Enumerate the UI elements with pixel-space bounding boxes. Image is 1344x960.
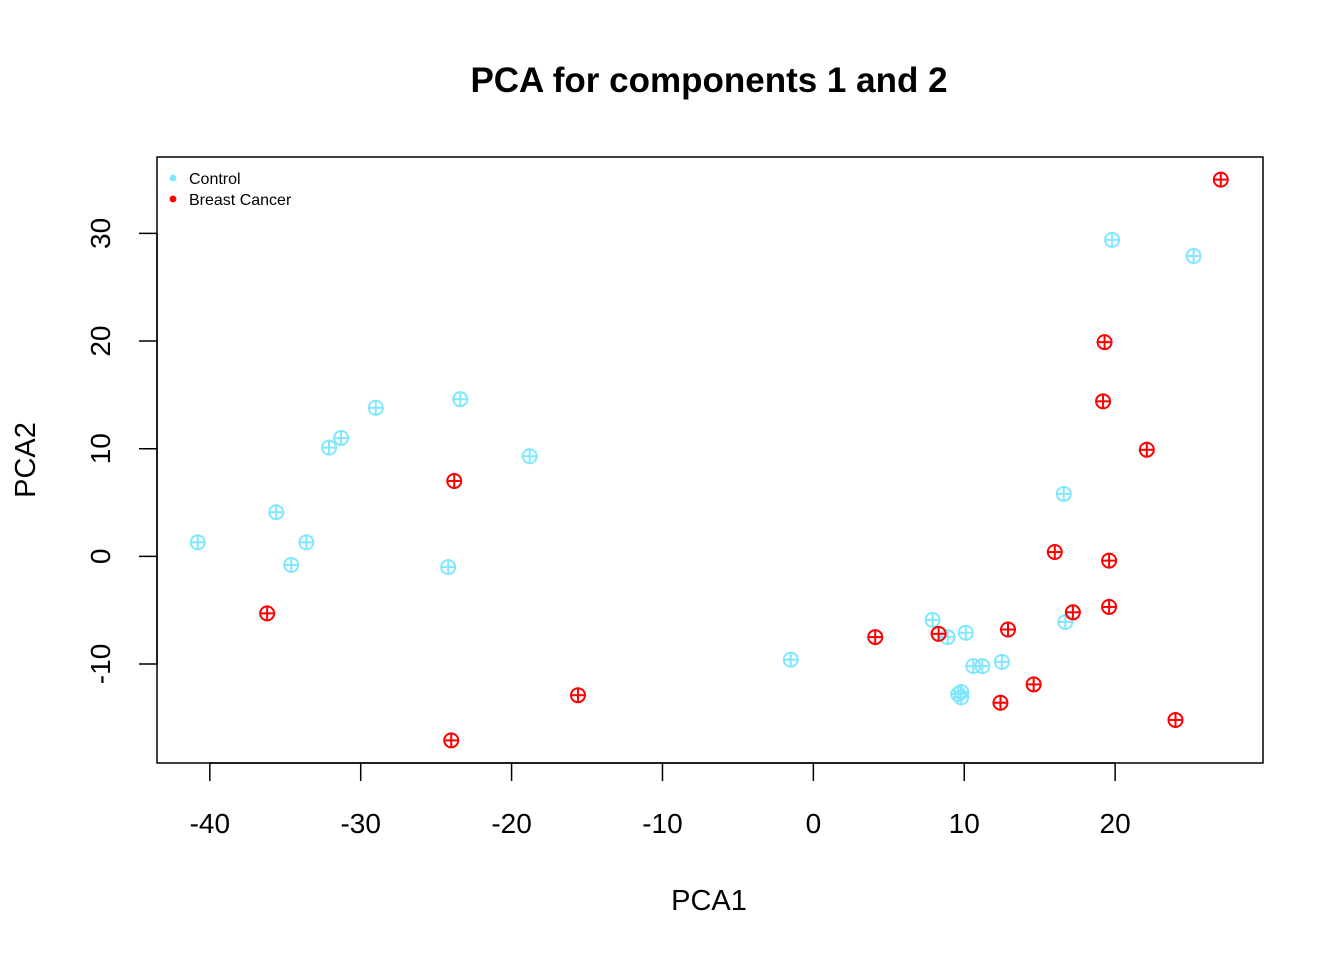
x-tick-label: -30 [340, 808, 380, 839]
legend-label-breast-cancer: Breast Cancer [189, 192, 292, 209]
point-breast-cancer [569, 687, 586, 704]
point-control [321, 439, 338, 456]
point-breast-cancer [1000, 621, 1017, 638]
point-breast-cancer [1138, 441, 1155, 458]
point-breast-cancer [259, 605, 276, 622]
y-tick-label: 10 [85, 433, 116, 464]
x-tick-label: 0 [806, 808, 822, 839]
point-breast-cancer [992, 694, 1009, 711]
point-breast-cancer [446, 472, 463, 489]
y-tick-label: 30 [85, 218, 116, 249]
x-axis-label: PCA1 [671, 885, 747, 917]
x-tick-label: -20 [491, 808, 531, 839]
point-breast-cancer [1212, 171, 1229, 188]
point-control [298, 534, 315, 551]
point-control [440, 559, 457, 576]
point-control [782, 651, 799, 668]
y-tick-label: -10 [85, 644, 116, 684]
x-tick-label: -40 [190, 808, 230, 839]
point-breast-cancer [1095, 393, 1112, 410]
data-points [189, 171, 1229, 749]
plot-frame [156, 156, 1264, 764]
point-breast-cancer [1046, 544, 1063, 561]
point-breast-cancer [1101, 552, 1118, 569]
point-control [268, 504, 285, 521]
point-breast-cancer [1101, 598, 1118, 615]
point-control [1055, 485, 1072, 502]
y-axis-label: PCA2 [10, 422, 42, 498]
point-control [333, 429, 350, 446]
point-breast-cancer [1096, 334, 1113, 351]
point-breast-cancer [443, 732, 460, 749]
chart-title: PCA for components 1 and 2 [470, 61, 947, 100]
point-control [1057, 613, 1074, 630]
point-control [974, 658, 991, 675]
legend-label-control: Control [189, 171, 241, 188]
x-axis: -40 -30 -20 -10 0 10 20 [190, 762, 1131, 839]
legend-marker-breast-cancer [169, 195, 177, 203]
y-tick-label: 0 [85, 549, 116, 565]
point-breast-cancer [867, 629, 884, 646]
point-control [367, 399, 384, 416]
point-control [939, 629, 956, 646]
point-control [993, 653, 1010, 670]
point-control [1104, 231, 1121, 248]
point-control [452, 391, 469, 408]
point-breast-cancer [1167, 711, 1184, 728]
point-control [283, 556, 300, 573]
point-control [1185, 248, 1202, 265]
point-control [957, 624, 974, 641]
point-control [953, 689, 970, 706]
y-axis: -10 0 10 20 30 [85, 218, 158, 684]
x-tick-label: -10 [642, 808, 682, 839]
x-tick-label: 20 [1100, 808, 1131, 839]
legend-marker-control [169, 174, 177, 182]
y-tick-label: 20 [85, 325, 116, 356]
point-control [189, 534, 206, 551]
point-breast-cancer [1064, 604, 1081, 621]
x-tick-label: 10 [949, 808, 980, 839]
point-breast-cancer [930, 625, 947, 642]
point-control [924, 611, 941, 628]
point-control [521, 448, 538, 465]
legend: Control Breast Cancer [169, 171, 292, 209]
point-breast-cancer [1025, 676, 1042, 693]
